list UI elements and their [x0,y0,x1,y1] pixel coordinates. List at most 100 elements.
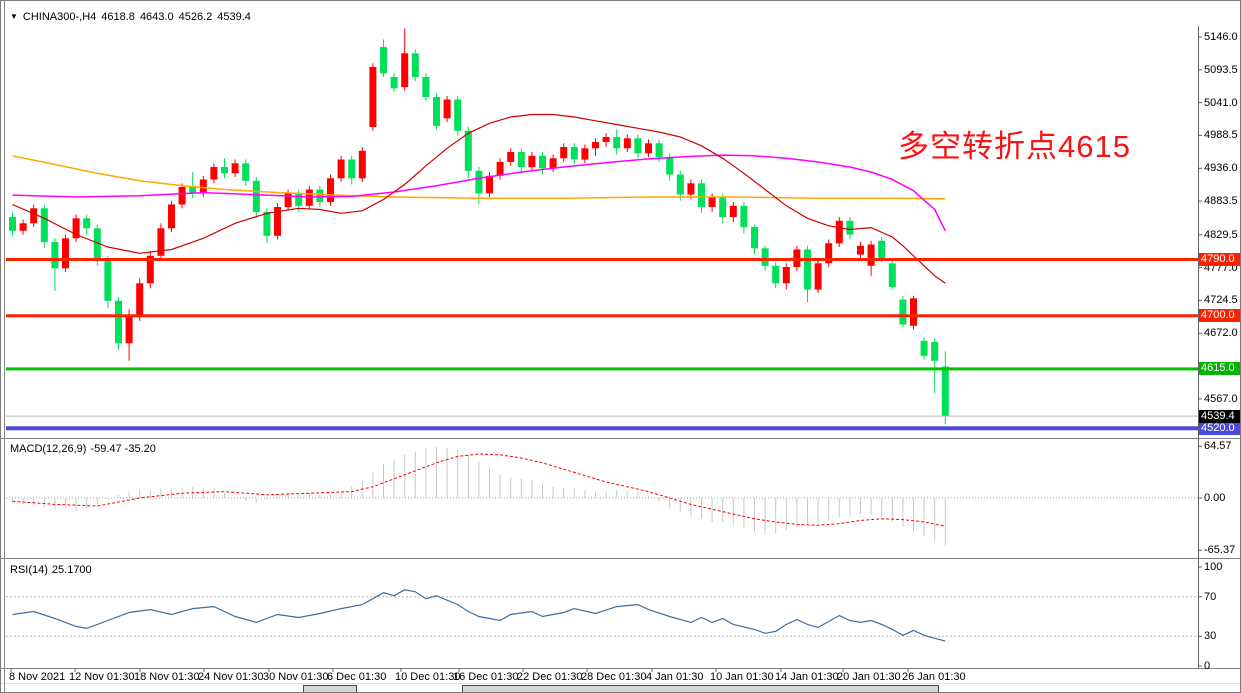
candle-body [814,263,822,290]
candle-body [539,155,546,169]
candle-body [645,143,652,154]
bottom-window-tab-2[interactable] [462,685,939,692]
candle-body [422,77,430,97]
candle-body [263,212,271,236]
candle-body [358,150,366,179]
hline-4700.0 [6,314,1198,318]
candle-body [676,174,684,195]
candle-body [157,228,165,256]
candle-body [634,138,642,154]
candle-body [146,255,154,284]
candle-body [19,223,27,231]
candle-body [104,259,112,301]
candle-body [804,249,811,290]
candle-body [189,187,197,194]
ma-line-mid [12,154,946,232]
ma-line-slow [12,155,946,200]
candle-body [592,142,599,149]
candle-body [666,157,674,175]
candle-body [380,47,387,74]
candle-body [655,143,663,158]
candle-body [390,77,398,89]
macd-signal-line [12,453,946,527]
candle-body [740,205,748,228]
candle-body [899,299,907,325]
candle-body [878,240,886,259]
candle-body [846,220,854,235]
candle-body [454,99,462,131]
candle-body [83,218,91,229]
candle-body [931,342,939,361]
candle-body [910,298,917,326]
candle-body [486,175,493,194]
candle-body [327,178,334,203]
candle-body [252,180,260,213]
candle-body [337,159,345,179]
candle-body [623,138,631,149]
candle-body [782,267,790,284]
candle-body [867,244,875,266]
candle-body [581,148,589,160]
candle-body [920,340,928,356]
candle-body [751,227,758,249]
candle-body [825,243,833,264]
candle-body [168,204,175,229]
candle-body [888,263,896,288]
candle-body [475,170,483,194]
candle-body [507,152,515,162]
candle-body [517,152,525,167]
candle-body [528,155,536,168]
candle-body [835,220,843,244]
candle-body [72,218,80,239]
candle-body [687,183,695,195]
candle-body [178,187,186,205]
candle-body [772,265,780,284]
candle-body [274,207,281,236]
bottom-window-tab-1[interactable] [303,685,357,692]
candle-body [30,208,38,224]
candle-body [549,158,557,169]
candle-body [708,197,716,207]
candle-body [729,205,737,218]
candle-body [348,159,356,179]
candle-body [433,97,440,126]
candle-body [941,366,949,417]
candle-body [316,189,324,202]
candle-body [613,137,621,149]
candle-body [496,162,504,176]
candle-body [125,317,133,344]
candle-body [284,193,292,208]
candle-body [9,217,16,231]
candle-body [295,193,303,206]
candle-body [698,183,705,208]
candle-body [411,53,419,78]
candle-body [62,238,69,269]
rsi-line [12,589,946,642]
ma-line-fast [12,113,946,284]
candle-body [602,137,610,142]
candle-body [115,300,122,344]
candle-body [40,208,48,243]
candle-body [464,130,472,171]
candle-body [221,167,228,174]
window-left-edge [4,1,5,692]
candle-body [570,147,578,160]
candle-body [857,245,864,255]
candle-body [369,67,377,127]
candle-body [199,179,207,194]
hline-4615.0 [6,367,1198,371]
candle-body [51,242,59,269]
candle-body [231,163,239,174]
hline-4520.0 [6,426,1198,431]
candle-body [136,283,144,318]
candle-body [93,228,101,260]
candle-body [443,99,451,119]
candle-body [401,53,409,88]
candle-body [242,163,250,181]
candle-body [761,248,769,266]
candle-body [210,167,218,180]
candle-body [719,197,727,217]
hline-4790.0 [6,258,1198,261]
